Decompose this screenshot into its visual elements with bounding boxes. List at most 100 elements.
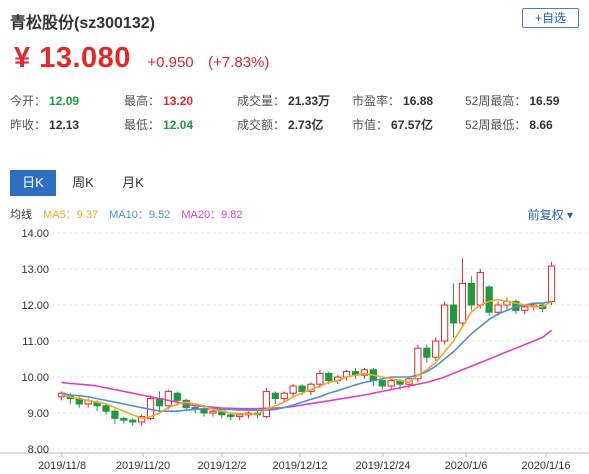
y-tick-label: 14.00 bbox=[21, 228, 49, 240]
y-tick-label: 11.00 bbox=[22, 336, 49, 348]
candle-body bbox=[227, 414, 235, 418]
candle-body bbox=[200, 408, 208, 414]
candle-body bbox=[494, 304, 502, 313]
candle-body bbox=[432, 340, 440, 358]
stat-52w-low: 52周最低： 8.66 bbox=[465, 116, 553, 133]
stat-label: 今开： bbox=[10, 94, 47, 108]
ma20-line bbox=[61, 329, 553, 410]
candle-body bbox=[449, 304, 458, 324]
chart-grid bbox=[0, 232, 589, 454]
candle-body bbox=[458, 282, 467, 324]
x-tick-label: 2019/11/8 bbox=[38, 460, 86, 472]
candle-body bbox=[164, 390, 173, 407]
y-tick-label: 9.00 bbox=[28, 408, 49, 420]
candle-body bbox=[298, 385, 306, 392]
stat-value: 12.04 bbox=[163, 118, 194, 132]
price-change-percent: (+7.83%) bbox=[208, 54, 270, 71]
candle-body bbox=[209, 410, 217, 414]
stat-open: 今开： 12.09 bbox=[10, 92, 79, 109]
candle-body bbox=[111, 410, 119, 419]
stat-value: 13.20 bbox=[163, 94, 194, 108]
stat-value: 16.88 bbox=[403, 94, 434, 108]
x-tick-label: 2019/12/12 bbox=[272, 460, 327, 472]
ma10-value: MA10：9.52 bbox=[109, 209, 171, 221]
stat-low: 最低： 12.04 bbox=[124, 116, 193, 133]
stat-label: 成交额： bbox=[237, 118, 286, 132]
candle-body bbox=[289, 385, 297, 394]
candle-body bbox=[316, 372, 324, 385]
candle-body bbox=[120, 417, 128, 421]
add-watchlist-button[interactable]: +自选 bbox=[522, 8, 579, 28]
y-tick-label: 10.00 bbox=[21, 372, 49, 384]
candle-body bbox=[325, 372, 333, 382]
stat-label: 最高： bbox=[124, 94, 161, 108]
ma5-value: MA5：9.37 bbox=[43, 209, 99, 221]
candle-body bbox=[423, 347, 431, 358]
stat-label: 最低： bbox=[124, 118, 161, 132]
candle-body bbox=[414, 347, 422, 380]
candle-body bbox=[378, 380, 386, 387]
candle-body bbox=[476, 272, 484, 306]
candle-body bbox=[129, 419, 137, 423]
stat-turnover: 成交额： 2.73亿 bbox=[237, 116, 323, 133]
stat-high: 最高： 13.20 bbox=[124, 92, 193, 109]
x-tick-label: 2020/1/6 bbox=[445, 460, 488, 472]
candle-body bbox=[387, 380, 395, 387]
stat-value: 8.66 bbox=[529, 118, 553, 132]
candle-body bbox=[521, 306, 529, 311]
candle-body bbox=[138, 416, 146, 423]
candle-body bbox=[360, 369, 369, 376]
y-axis-labels: 14.00 13.00 12.00 11.00 10.00 9.00 8.00 bbox=[21, 228, 49, 456]
candle-body bbox=[547, 265, 556, 302]
stat-value: 16.59 bbox=[529, 94, 560, 108]
stat-value: 12.09 bbox=[49, 94, 80, 108]
candle-body bbox=[467, 282, 475, 306]
candle-body bbox=[485, 286, 493, 313]
stat-value: 21.33万 bbox=[288, 94, 331, 108]
tab-weekly-k[interactable]: 周K bbox=[72, 175, 94, 190]
candle-body bbox=[262, 390, 271, 418]
tab-daily-k[interactable]: 日K bbox=[10, 170, 56, 196]
candle-body bbox=[173, 392, 181, 401]
stat-label: 市盈率： bbox=[352, 94, 401, 108]
header: 青松股份(sz300132) +自选 bbox=[10, 8, 579, 32]
y-tick-label: 8.00 bbox=[28, 444, 49, 456]
x-tick-label: 2020/1/16 bbox=[522, 460, 571, 472]
stat-value: 2.73亿 bbox=[288, 118, 324, 132]
ma-label: 均线 bbox=[10, 209, 32, 221]
candle-body bbox=[271, 392, 279, 400]
ma5-line bbox=[61, 298, 552, 420]
tab-monthly-k[interactable]: 月K bbox=[122, 175, 144, 190]
quote-row: ¥ 13.080 +0.950 (+7.83%) bbox=[14, 42, 269, 82]
candle-body bbox=[236, 414, 244, 418]
price-adjust-dropdown[interactable]: 前复权 ▾ bbox=[527, 208, 573, 222]
x-tick-label: 2019/12/24 bbox=[355, 460, 410, 472]
stat-label: 昨收： bbox=[10, 118, 47, 132]
candle-body bbox=[440, 304, 449, 342]
ma-legend: 均线 MA5：9.37 MA10：9.52 MA20：9.82 bbox=[10, 206, 251, 222]
stock-title: 青松股份(sz300132) bbox=[10, 15, 155, 32]
price-change: +0.950 bbox=[147, 54, 194, 71]
current-price: ¥ 13.080 bbox=[14, 42, 131, 74]
stat-prev-close: 昨收： 12.13 bbox=[10, 116, 79, 133]
y-tick-label: 12.00 bbox=[21, 300, 49, 312]
stat-label: 52周最低： bbox=[465, 118, 527, 132]
candle-body bbox=[102, 405, 110, 412]
stat-pe: 市盈率： 16.88 bbox=[352, 92, 433, 109]
kline-chart: 14.00 13.00 12.00 11.00 10.00 9.00 8.00 2019/1… bbox=[0, 228, 589, 472]
ma10-line bbox=[61, 300, 552, 412]
candle-body bbox=[280, 392, 288, 400]
x-tick-label: 2019/12/2 bbox=[198, 460, 247, 472]
candles-layer bbox=[57, 258, 556, 426]
x-tick-label: 2019/11/20 bbox=[116, 460, 170, 472]
stat-label: 成交量： bbox=[237, 94, 286, 108]
stat-market-cap: 市值： 67.57亿 bbox=[352, 116, 433, 133]
ma20-value: MA20：9.82 bbox=[181, 209, 243, 221]
stat-volume: 成交量： 21.33万 bbox=[237, 92, 330, 109]
x-axis-labels: 2019/11/8 2019/11/20 2019/12/2 2019/12/12 20… bbox=[38, 453, 571, 472]
stat-value: 12.13 bbox=[49, 118, 80, 132]
stat-52w-high: 52周最高： 16.59 bbox=[465, 92, 559, 109]
y-tick-label: 13.00 bbox=[21, 264, 49, 276]
stat-label: 市值： bbox=[352, 118, 389, 132]
stat-value: 67.57亿 bbox=[391, 118, 434, 132]
